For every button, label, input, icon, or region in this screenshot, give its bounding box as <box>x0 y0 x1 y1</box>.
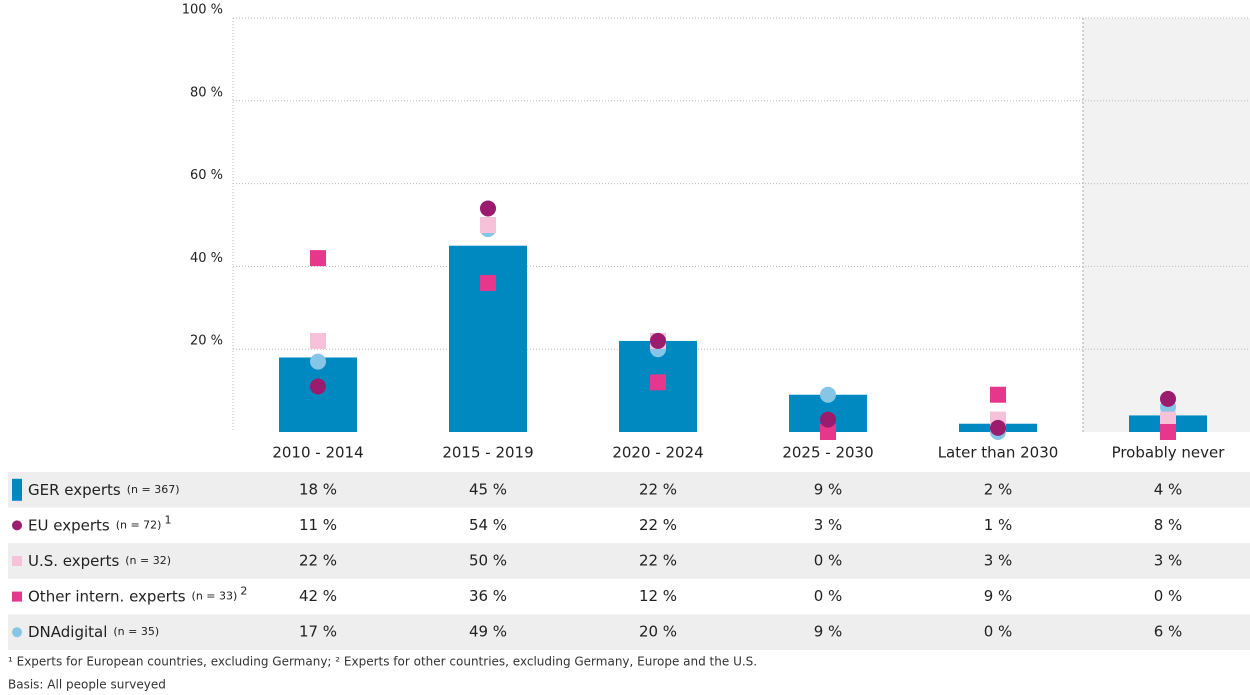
table-cell: 0 % <box>814 552 843 570</box>
marker <box>310 250 326 267</box>
legend-note: (n = 367) <box>127 483 180 496</box>
legend-swatch <box>12 591 22 602</box>
footnote: Basis: All people surveyed <box>8 678 166 692</box>
table-cell: 9 % <box>984 587 1013 605</box>
x-tick-label: 2025 - 2030 <box>782 444 873 462</box>
x-tick-label: 2015 - 2019 <box>442 444 533 462</box>
legend-name: GER experts <box>28 480 121 498</box>
table-cell: 42 % <box>299 587 337 605</box>
marker <box>1160 424 1176 440</box>
y-tick-label: 100 % <box>182 3 223 18</box>
marker <box>820 386 836 403</box>
x-tick-label: 2020 - 2024 <box>612 444 703 462</box>
legend-entry: U.S. experts (n = 32) <box>28 552 171 570</box>
table-cell: 9 % <box>814 480 843 498</box>
table-cell: 3 % <box>984 552 1013 570</box>
legend-swatch <box>12 556 22 566</box>
y-tick-label: 80 % <box>190 85 223 100</box>
legend-name: EU experts <box>28 516 110 534</box>
legend-note: (n = 72) <box>116 518 162 531</box>
marker <box>310 332 326 349</box>
marker <box>310 378 326 395</box>
table-cell: 2 % <box>984 480 1013 498</box>
table-cell: 22 % <box>639 552 677 570</box>
legend-entry: Other intern. experts (n = 33) 2 <box>28 585 247 606</box>
legend-entry: EU experts (n = 72) 1 <box>28 513 171 534</box>
table-cell: 4 % <box>1154 480 1183 498</box>
table-row-background <box>8 543 1250 579</box>
table-cell: 9 % <box>814 623 843 641</box>
x-tick-label: Later than 2030 <box>938 444 1059 462</box>
legend-entry: DNAdigital (n = 35) <box>28 623 159 641</box>
marker <box>650 374 666 391</box>
table-cell: 45 % <box>469 480 507 498</box>
legend-entry: GER experts (n = 367) <box>28 480 180 498</box>
table-row-background <box>8 614 1250 650</box>
table-cell: 22 % <box>639 480 677 498</box>
y-tick-label: 40 % <box>190 251 223 266</box>
marker <box>650 332 666 349</box>
marker <box>820 424 836 440</box>
table-cell: 18 % <box>299 480 337 498</box>
table-cell: 22 % <box>299 552 337 570</box>
table-cell: 8 % <box>1154 516 1183 534</box>
table-cell: 36 % <box>469 587 507 605</box>
table-cell: 3 % <box>814 516 843 534</box>
marker <box>990 419 1006 436</box>
table-cell: 49 % <box>469 623 507 641</box>
marker <box>1160 390 1176 407</box>
table-cell: 22 % <box>639 516 677 534</box>
x-tick-label: 2010 - 2014 <box>272 444 363 462</box>
x-tick-label: Probably never <box>1112 444 1226 462</box>
marker <box>990 386 1006 403</box>
table-cell: 0 % <box>814 587 843 605</box>
table-cell: 0 % <box>1154 587 1183 605</box>
footnote: ¹ Experts for European countries, exclud… <box>8 655 757 669</box>
y-tick-label: 60 % <box>190 168 223 183</box>
bar <box>449 245 527 432</box>
legend-note: (n = 33) <box>192 590 238 603</box>
marker <box>310 353 326 370</box>
marker <box>820 411 836 428</box>
table-cell: 17 % <box>299 623 337 641</box>
legend-name: Other intern. experts <box>28 587 186 605</box>
marker <box>480 217 496 233</box>
table-cell: 3 % <box>1154 552 1183 570</box>
table-cell: 6 % <box>1154 623 1183 641</box>
table-cell: 12 % <box>639 587 677 605</box>
legend-footnote: 1 <box>164 513 171 526</box>
table-row-background <box>8 472 1250 508</box>
table-cell: 54 % <box>469 516 507 534</box>
legend-swatch <box>12 627 22 638</box>
legend-name: U.S. experts <box>28 552 119 570</box>
marker <box>480 274 496 291</box>
marker <box>1160 411 1176 428</box>
table-cell: 11 % <box>299 516 337 534</box>
legend-name: DNAdigital <box>28 623 107 641</box>
column-background <box>1083 18 1250 432</box>
bar <box>279 357 357 432</box>
table-cell: 50 % <box>469 552 507 570</box>
table-cell: 20 % <box>639 623 677 641</box>
legend-note: (n = 35) <box>113 625 159 638</box>
legend-footnote: 2 <box>240 585 247 598</box>
legend-swatch <box>12 520 22 531</box>
legend-swatch <box>12 478 22 501</box>
legend-note: (n = 32) <box>125 554 171 567</box>
y-tick-label: 20 % <box>190 334 223 349</box>
marker <box>480 200 496 217</box>
table-cell: 0 % <box>984 623 1013 641</box>
table-cell: 1 % <box>984 516 1013 534</box>
